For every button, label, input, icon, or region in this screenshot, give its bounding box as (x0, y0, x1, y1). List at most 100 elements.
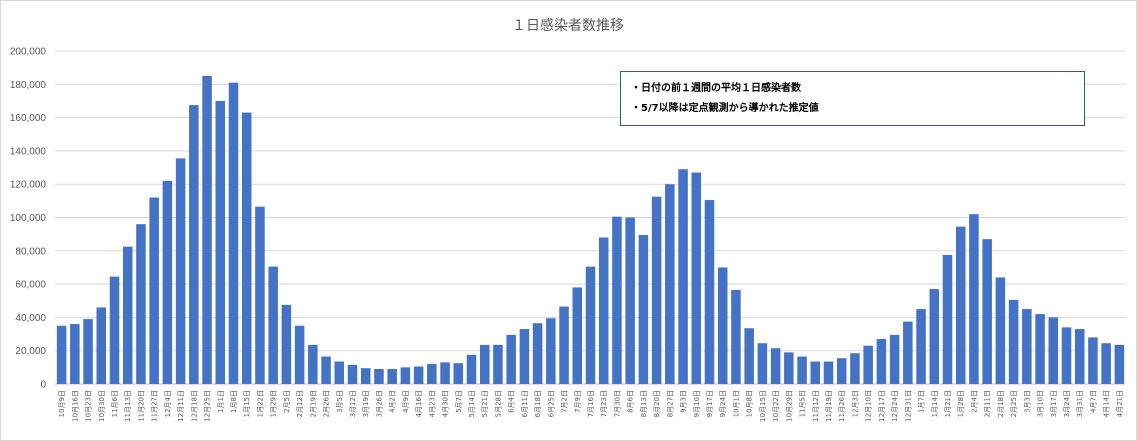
bar (1022, 309, 1032, 384)
bars (56, 75, 1125, 385)
x-tick-label: 4月23日 (428, 390, 436, 417)
x-tick-label: 8月27日 (666, 390, 674, 417)
x-tick-label: 2月5日 (283, 390, 291, 413)
bar (215, 100, 226, 384)
bar (770, 348, 781, 384)
bar (836, 358, 847, 384)
x-tick-label: 5月28日 (494, 390, 502, 417)
bar (625, 217, 635, 384)
bar (427, 364, 437, 384)
chart-title: １日感染者数推移 (512, 17, 624, 34)
bar (678, 169, 688, 384)
x-tick-label: 5月21日 (481, 390, 489, 417)
annotation-box: ・日付の前１週間の平均１日感染者数 ・5/7以降は定点観測から導かれた推定値 (620, 71, 1085, 126)
bar (122, 246, 133, 384)
bar (479, 344, 490, 384)
x-tick-label: 10月16日 (71, 390, 79, 422)
x-tick-label: 12月4日 (164, 390, 172, 417)
bar (532, 323, 543, 384)
bar (850, 353, 860, 384)
y-tick-label: 180,000 (10, 80, 47, 91)
x-tick-label: 4月9日 (402, 390, 410, 413)
y-axis-ticks: 0 20,000 40,000 60,000 80,000 100,000 120,000 1… (10, 47, 47, 391)
bar (638, 234, 649, 384)
bar (189, 105, 199, 385)
bar (493, 344, 503, 384)
x-tick-label: 6月18日 (534, 390, 542, 417)
bar (942, 254, 953, 384)
bar (1088, 337, 1098, 384)
x-tick-label: 11月26日 (838, 390, 846, 422)
x-tick-label: 7月16日 (587, 390, 595, 417)
x-tick-label: 11月6日 (111, 390, 119, 417)
bar (731, 289, 741, 384)
bar (175, 158, 186, 384)
bar (572, 287, 583, 384)
bar (360, 368, 371, 384)
bar (810, 361, 821, 384)
bar (136, 224, 146, 384)
bar (929, 289, 940, 384)
x-tick-label: 8月13日 (640, 390, 648, 417)
x-tick-label: 1月15日 (243, 390, 251, 417)
x-tick-label: 4月7日 (1089, 390, 1097, 413)
y-tick-label: 100,000 (10, 213, 47, 224)
x-tick-label: 6月4日 (508, 390, 516, 413)
x-tick-label: 6月25日 (547, 390, 555, 417)
bar (876, 339, 887, 384)
x-tick-label: 11月27日 (151, 390, 159, 422)
annotation-line-1: ・日付の前１週間の平均１日感染者数 (631, 83, 801, 94)
x-tick-label: 5月7日 (455, 390, 463, 413)
bar (466, 354, 477, 384)
x-tick-label: 1月29日 (270, 390, 278, 417)
x-tick-label: 2月12日 (296, 390, 304, 417)
bar (1074, 329, 1085, 384)
x-tick-label: 12月3日 (851, 390, 859, 417)
bar (149, 197, 159, 384)
y-tick-label: 120,000 (10, 180, 47, 191)
bar (916, 309, 926, 384)
x-tick-label: 3月12日 (349, 390, 357, 417)
bar (665, 184, 675, 384)
bar (982, 239, 992, 384)
x-tick-label: 4月21日 (1116, 390, 1124, 417)
bar (387, 369, 397, 384)
x-tick-label: 3月5日 (336, 390, 344, 413)
bar (546, 318, 556, 384)
x-tick-label: 7月23日 (600, 390, 608, 417)
y-tick-label: 60,000 (15, 280, 46, 291)
bar (347, 364, 358, 384)
bar (281, 304, 292, 384)
bar (453, 363, 464, 384)
x-tick-label: 5月14日 (468, 390, 476, 417)
x-tick-label: 12月24日 (891, 390, 899, 422)
bar (400, 367, 411, 384)
bar (744, 328, 754, 384)
x-axis-ticks: 10月9日 10月16日 10月23日 10月30日 11月6日 11月13日 11月20日… (58, 390, 1124, 422)
x-tick-label: 10月23日 (85, 390, 93, 422)
x-tick-label: 4月30日 (442, 390, 450, 417)
bar (863, 345, 873, 384)
bar (334, 361, 345, 384)
bar (704, 200, 715, 384)
bar (784, 352, 794, 384)
bar (598, 237, 609, 384)
x-tick-label: 10月22日 (772, 390, 780, 422)
x-tick-label: 3月31日 (1076, 390, 1084, 417)
x-tick-label: 12月18日 (190, 390, 198, 422)
bar (96, 307, 107, 384)
y-tick-label: 140,000 (10, 146, 47, 157)
bar (308, 344, 318, 384)
y-tick-label: 40,000 (15, 313, 46, 324)
x-tick-label: 2月26日 (323, 390, 331, 417)
bar (1101, 343, 1111, 384)
bar (823, 361, 834, 384)
y-tick-label: 0 (40, 380, 46, 391)
x-tick-label: 3月17日 (1050, 390, 1058, 417)
x-tick-label: 1月22日 (256, 390, 264, 417)
bar (651, 196, 662, 384)
bar (413, 366, 424, 384)
x-tick-label: 3月24日 (1063, 390, 1071, 417)
x-tick-label: 4月16日 (415, 390, 423, 417)
